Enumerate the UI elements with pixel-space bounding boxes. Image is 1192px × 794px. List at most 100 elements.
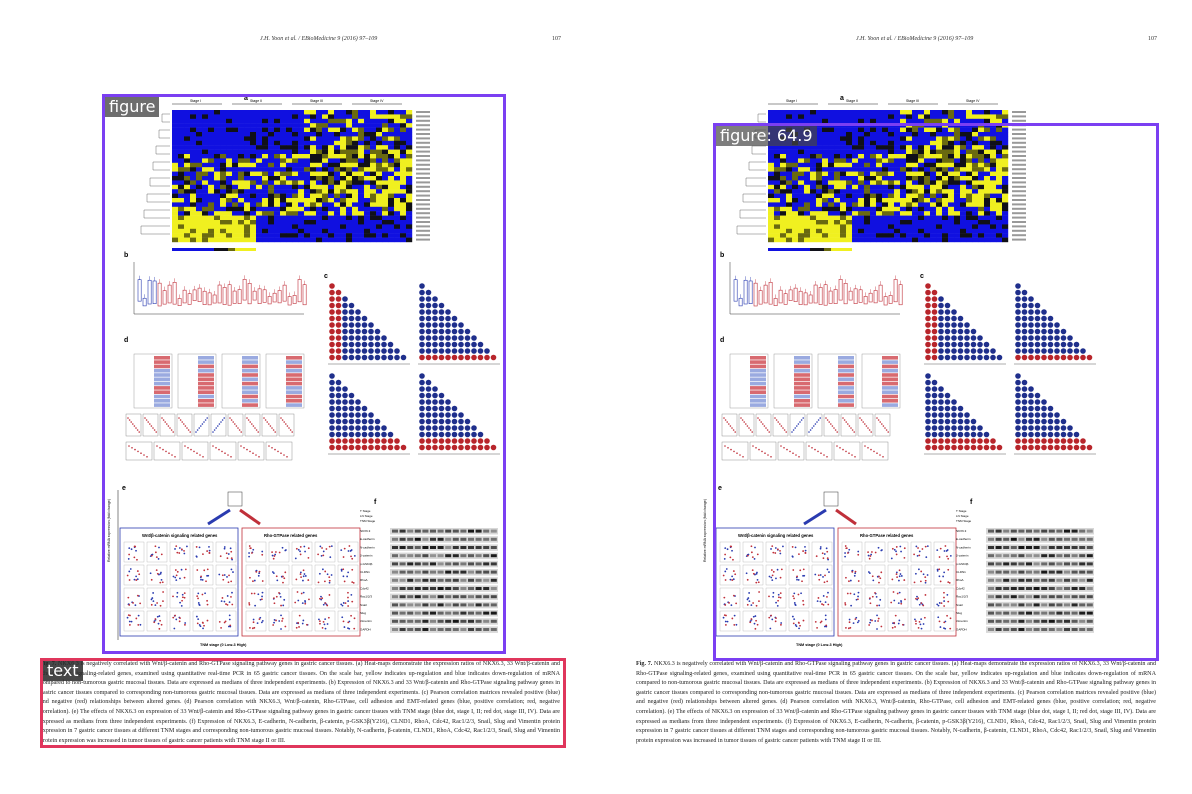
scatter-point	[819, 417, 821, 419]
heatmap-cell	[184, 140, 191, 146]
heatmap-cell	[184, 158, 191, 163]
mini-plot-point	[779, 592, 782, 595]
mini-plot-point	[892, 591, 895, 593]
heatmap-cell	[292, 233, 299, 238]
scale-bar-cell	[228, 248, 235, 251]
mini-plot-point	[223, 547, 226, 550]
scatter-plot	[153, 441, 181, 461]
heatmap-cell	[828, 193, 835, 199]
scatter-point	[184, 445, 186, 447]
mini-plot-point	[943, 600, 946, 602]
heatmap-cell	[780, 154, 787, 159]
correlation-dot	[1041, 322, 1047, 328]
mini-plot-point	[827, 603, 830, 606]
mini-plot-point	[228, 574, 230, 577]
heatmap-cell	[954, 206, 961, 212]
mini-plot-point	[903, 556, 906, 559]
heatmap-cell	[852, 171, 859, 177]
blot-band	[483, 562, 490, 566]
heatmap-cell	[292, 198, 299, 203]
heatmap-cell	[268, 162, 275, 168]
heatmap-cell	[912, 167, 919, 172]
heatmap-cell	[322, 224, 329, 229]
heatmap-cell	[394, 132, 401, 137]
scatter-point	[783, 447, 785, 449]
mini-plot	[887, 564, 909, 586]
heatmap-cell	[876, 215, 883, 221]
correlation-cell	[154, 364, 170, 369]
scatter-point	[881, 423, 883, 425]
heatmap-cell	[232, 140, 239, 146]
correlation-dot	[329, 425, 335, 431]
heatmap-cell	[256, 110, 263, 115]
heatmap-cell	[1002, 145, 1009, 150]
heatmap-cell	[244, 114, 251, 119]
heatmap-cell	[798, 171, 805, 177]
mini-plot-point	[799, 624, 801, 627]
heatmap-cell	[816, 184, 823, 190]
heatmap-cell	[190, 189, 197, 194]
heatmap-cell	[858, 114, 865, 119]
heatmap-cell	[954, 162, 961, 168]
correlation-dot	[425, 379, 432, 386]
mini-plot	[864, 541, 886, 563]
gene-label	[1012, 229, 1026, 232]
heatmap-cell	[990, 167, 997, 172]
heatmap-cell	[208, 189, 215, 194]
correlation-dot	[432, 315, 438, 322]
blot-band	[1018, 537, 1025, 541]
heatmap-cell	[840, 237, 847, 243]
heatmap-cell	[280, 189, 287, 194]
heatmap-cell	[316, 224, 323, 229]
correlation-dot	[368, 431, 374, 438]
correlation-dot	[438, 309, 445, 315]
correlation-dot	[1034, 425, 1041, 431]
heatmap-cell	[178, 211, 185, 216]
heatmap-cell	[1002, 237, 1009, 243]
heatmap-cell	[202, 215, 209, 221]
blot-band	[483, 578, 490, 582]
mini-plot-point	[352, 581, 355, 584]
heatmap-cell	[990, 202, 997, 207]
heatmap-cell	[828, 118, 835, 124]
correlation-dot	[931, 296, 938, 302]
scatter-point	[798, 456, 800, 458]
mini-plot-point	[273, 555, 276, 557]
heatmap-cell	[310, 215, 317, 221]
heatmap-cell	[280, 123, 287, 128]
heatmap-cell	[966, 158, 973, 163]
heatmap-cell	[930, 171, 937, 177]
mini-plot-point	[272, 557, 275, 560]
mini-plot-point	[183, 549, 185, 552]
heatmap-cell	[346, 176, 353, 181]
correlation-cell	[154, 381, 170, 386]
mini-plot-point	[158, 627, 161, 630]
heatmap-cell	[280, 198, 287, 203]
heatmap-cell	[280, 154, 287, 159]
scatter-point	[255, 429, 258, 431]
heatmap-cell	[924, 154, 931, 159]
heatmap-cell	[346, 162, 353, 168]
heatmap-cell	[304, 132, 311, 137]
mini-plot-point	[201, 579, 204, 581]
heatmap-cell	[172, 224, 179, 229]
mini-plot-point	[780, 622, 783, 624]
correlation-dot	[957, 418, 964, 425]
heatmap-cell	[370, 211, 377, 216]
blot-band	[399, 628, 406, 631]
blot-band	[1086, 570, 1093, 574]
blot-band	[445, 595, 452, 599]
panel-label: d	[124, 337, 128, 344]
heatmap-cell	[810, 220, 817, 225]
correlation-dot	[445, 431, 451, 438]
correlation-cell	[838, 381, 854, 386]
heatmap-cell	[900, 202, 907, 207]
mini-plot-point	[301, 602, 304, 605]
mini-plot-point	[936, 603, 939, 606]
correlation-dot	[335, 335, 342, 341]
correlation-dot	[458, 444, 464, 451]
mini-plot-point	[279, 595, 282, 598]
heatmap-cell	[876, 176, 883, 181]
heatmap-cell	[846, 202, 853, 207]
heatmap-cell	[852, 127, 859, 133]
